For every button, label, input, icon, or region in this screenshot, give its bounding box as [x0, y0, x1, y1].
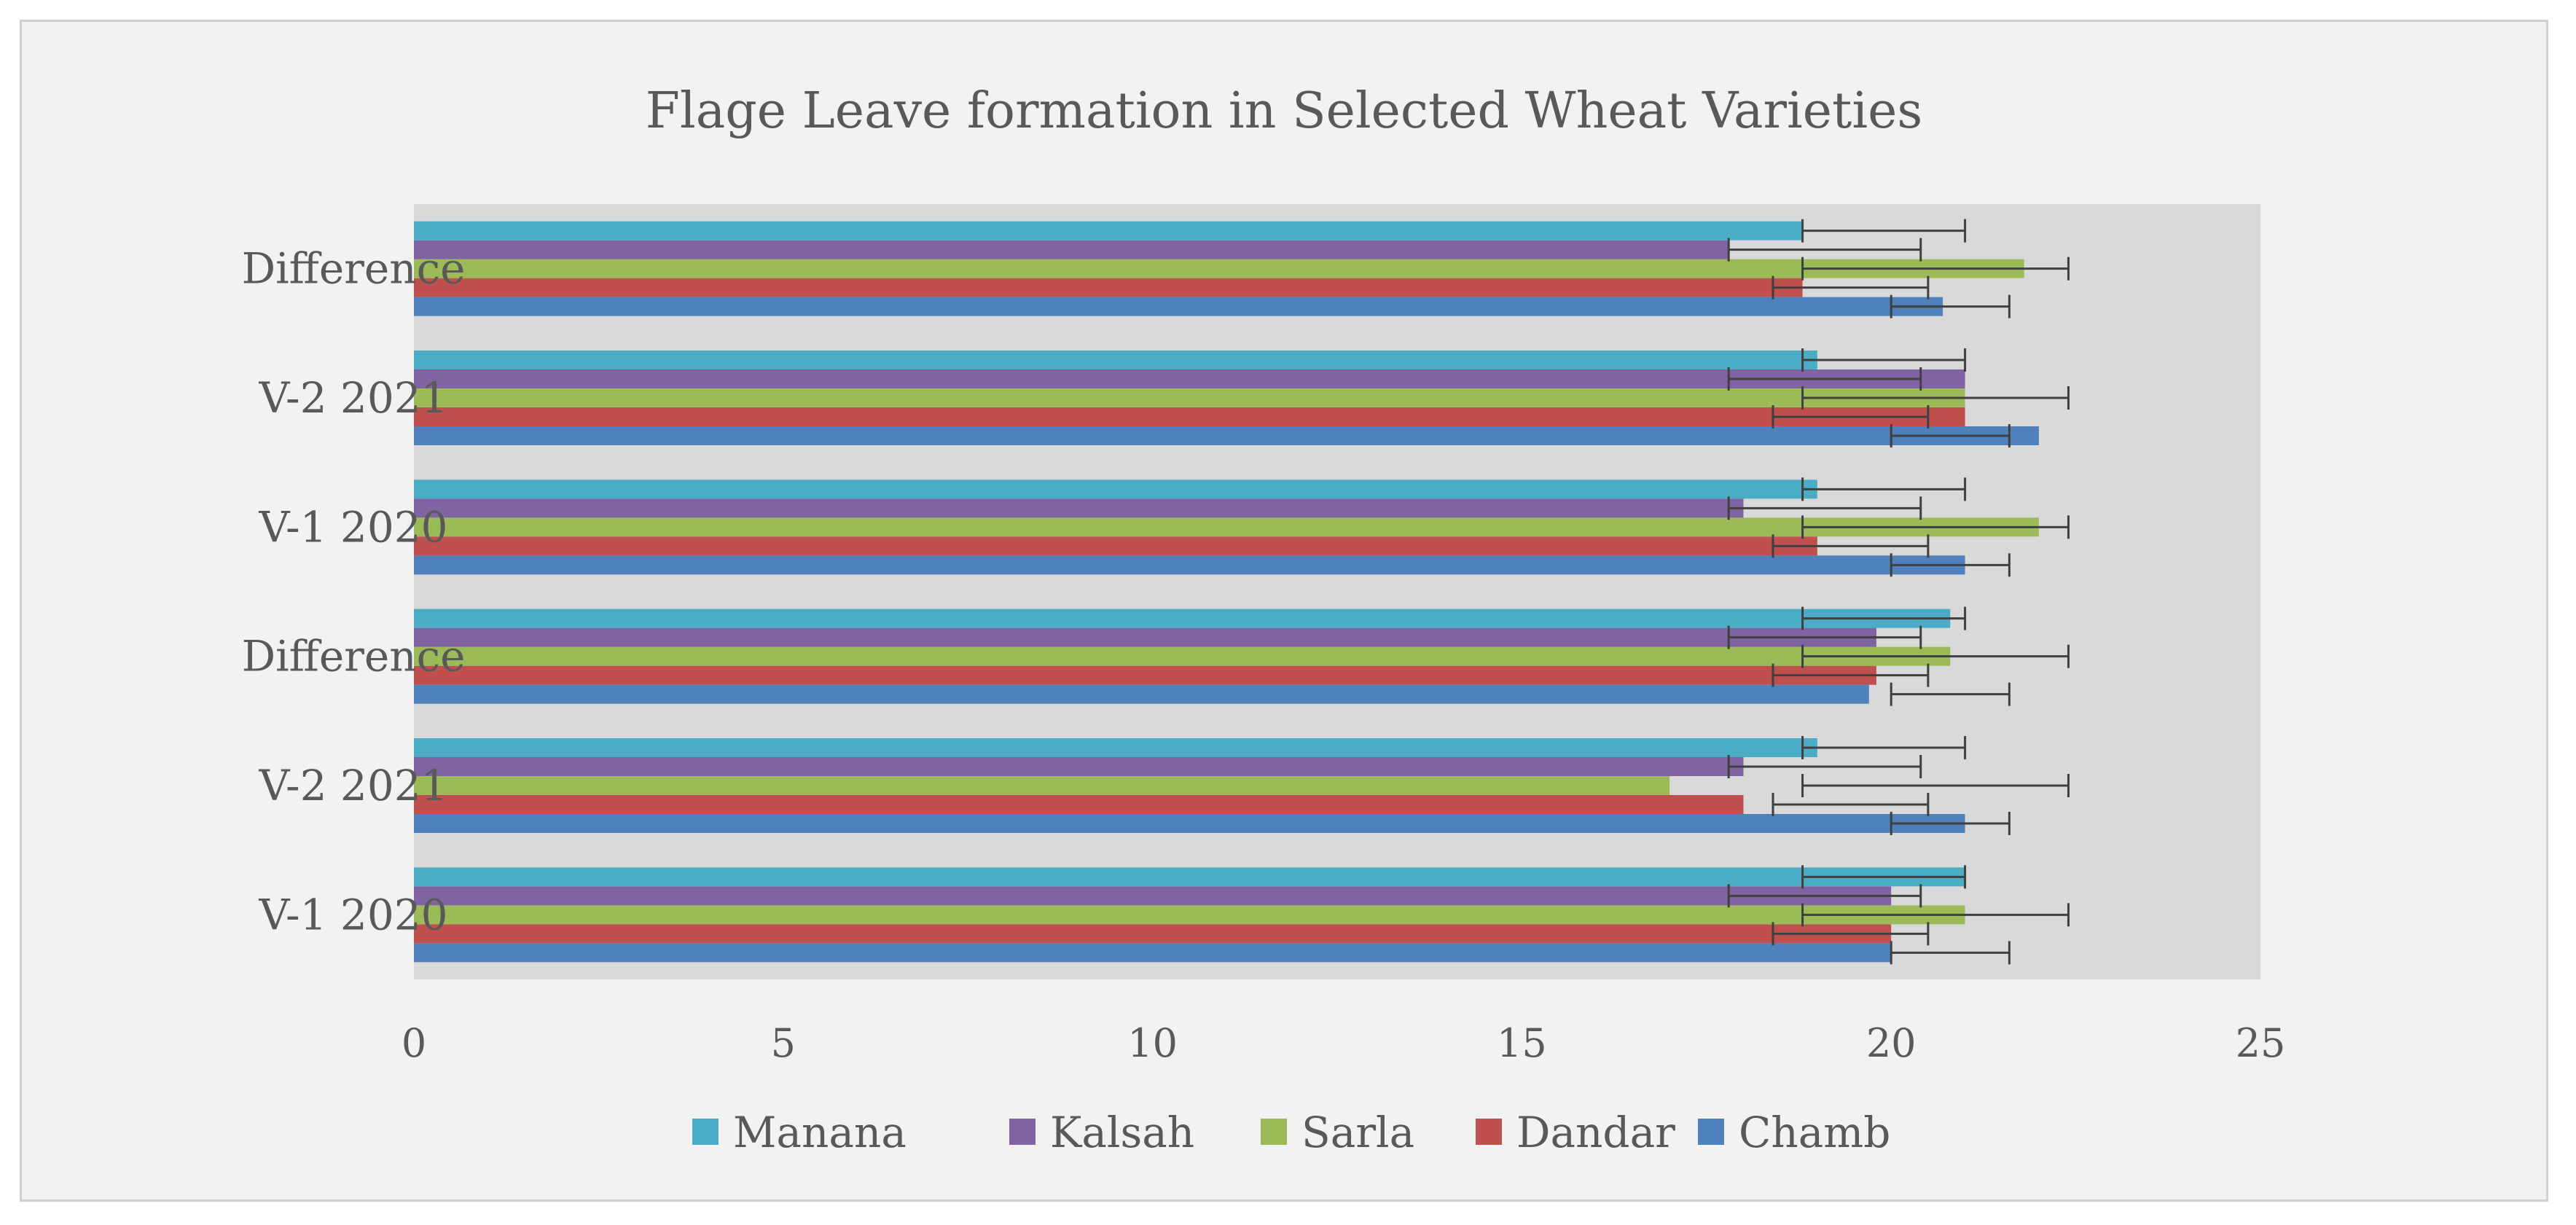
- bar-chamb: [414, 297, 1943, 316]
- bar-sarla: [414, 905, 1965, 925]
- category-label: V-1 2020: [258, 502, 447, 552]
- error-bars-layer: [1727, 219, 2070, 965]
- x-tick-label: 0: [402, 1020, 426, 1066]
- bar-chart: Flage Leave formation in Selected Wheat …: [242, 82, 2286, 1157]
- bar-kalsah: [414, 757, 1744, 776]
- bar-chamb: [414, 684, 1869, 704]
- bar-chamb: [414, 814, 1965, 833]
- bar-dandar: [414, 665, 1876, 685]
- legend: Manana Kalsah Sarla Dandar Chamb: [692, 1108, 1890, 1157]
- bar-chamb: [414, 555, 1965, 575]
- bar-dandar: [414, 407, 1965, 426]
- bar-kalsah: [414, 498, 1744, 518]
- x-tick-label: 20: [1866, 1020, 1917, 1066]
- legend-swatch-kalsah: [1009, 1119, 1036, 1145]
- chart-title: Flage Leave formation in Selected Wheat …: [646, 82, 1922, 140]
- legend-label-kalsah: Kalsah: [1050, 1108, 1194, 1157]
- bar-sarla: [414, 646, 1951, 666]
- bar-kalsah: [414, 240, 1729, 259]
- legend-swatch-chamb: [1698, 1119, 1724, 1145]
- bar-manana: [414, 480, 1817, 499]
- x-tick-label: 25: [2236, 1020, 2286, 1066]
- legend-label-dandar: Dandar: [1516, 1108, 1675, 1157]
- x-axis-ticks: 0 5 10 15 20 25: [402, 1020, 2286, 1066]
- bar-sarla: [414, 388, 1965, 407]
- category-label: Difference: [242, 632, 466, 681]
- legend-swatch-sarla: [1261, 1119, 1287, 1145]
- legend-label-chamb: Chamb: [1739, 1108, 1890, 1157]
- x-tick-label: 5: [771, 1020, 796, 1066]
- x-tick-label: 15: [1497, 1020, 1547, 1066]
- bar-kalsah: [414, 627, 1876, 647]
- bar-chamb: [414, 426, 2039, 445]
- legend-label-sarla: Sarla: [1301, 1108, 1414, 1157]
- bar-manana: [414, 867, 1965, 887]
- bar-manana: [414, 738, 1817, 757]
- legend-label-manana: Manana: [733, 1108, 907, 1157]
- legend-swatch-manana: [692, 1119, 719, 1145]
- bar-chamb: [414, 943, 1892, 963]
- bar-dandar: [414, 924, 1892, 944]
- bar-dandar: [414, 795, 1744, 814]
- bar-sarla: [414, 517, 2039, 537]
- x-tick-label: 10: [1127, 1020, 1178, 1066]
- chart-frame: Flage Leave formation in Selected Wheat …: [20, 20, 2548, 1202]
- bars-layer: [414, 221, 2039, 963]
- bar-sarla: [414, 259, 2024, 278]
- category-label: Difference: [242, 244, 466, 294]
- plot-area: [414, 204, 2260, 979]
- legend-swatch-dandar: [1476, 1119, 1502, 1145]
- category-labels: V-1 2020 V-2 2021 Difference V-1 2020 V-2 20…: [242, 244, 466, 940]
- bar-kalsah: [414, 369, 1965, 388]
- category-label: V-2 2021: [258, 373, 447, 423]
- category-label: V-1 2020: [258, 890, 447, 939]
- bar-dandar: [414, 536, 1817, 556]
- bar-dandar: [414, 278, 1803, 297]
- bar-sarla: [414, 776, 1670, 795]
- category-label: V-2 2021: [258, 761, 447, 810]
- bar-kalsah: [414, 886, 1892, 906]
- bar-manana: [414, 608, 1951, 628]
- bar-manana: [414, 221, 1803, 240]
- bar-manana: [414, 351, 1817, 369]
